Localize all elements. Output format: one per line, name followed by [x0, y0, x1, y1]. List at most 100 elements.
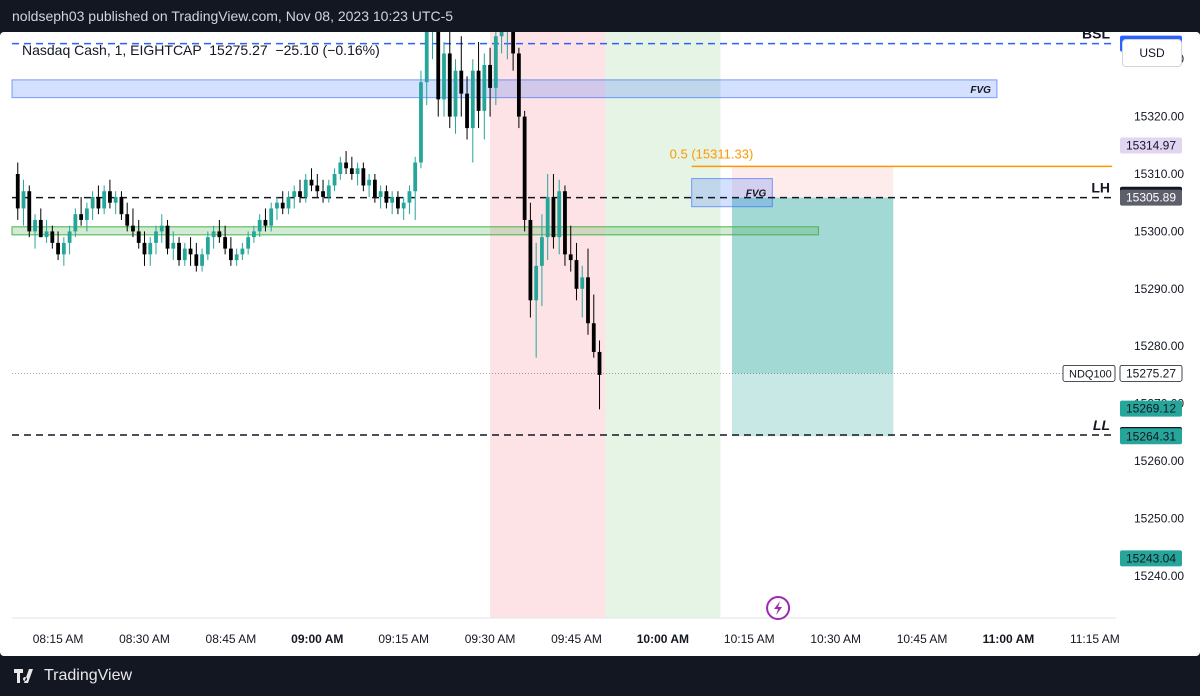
- candle-body-62[interactable]: [372, 179, 377, 197]
- candle-body-4[interactable]: [38, 219, 43, 238]
- candle-body-13[interactable]: [90, 196, 95, 209]
- candle-body-16[interactable]: [108, 191, 112, 203]
- candle-body-98[interactable]: [580, 277, 585, 289]
- candle-body-58[interactable]: [349, 168, 354, 174]
- candle-body-42[interactable]: [257, 219, 262, 232]
- candle-body-80[interactable]: [476, 70, 481, 111]
- candle-body-31[interactable]: [194, 254, 199, 266]
- candle-body-15[interactable]: [102, 191, 107, 209]
- candle-body-3[interactable]: [33, 219, 37, 232]
- candle-body-65[interactable]: [390, 196, 395, 203]
- candle-body-89[interactable]: [528, 219, 533, 301]
- candle-body-101[interactable]: [597, 351, 602, 375]
- candle-body-77[interactable]: [459, 70, 464, 94]
- candle-body-7[interactable]: [56, 242, 60, 255]
- candle-body-44[interactable]: [269, 208, 274, 226]
- candle-body-26[interactable]: [165, 225, 170, 249]
- fvg-zone-1[interactable]: [11, 79, 998, 99]
- candle-body-79[interactable]: [470, 70, 475, 129]
- candle-body-74[interactable]: [442, 53, 446, 100]
- candle-body-59[interactable]: [355, 168, 360, 174]
- chart-canvas[interactable]: FVGFVGPDHBSLLHLL0.5 (15311.33)15240.0015…: [0, 32, 1200, 656]
- candle-body-78[interactable]: [465, 93, 469, 129]
- candle-body-91[interactable]: [540, 237, 544, 266]
- candle-body-50[interactable]: [303, 179, 308, 197]
- candle-body-68[interactable]: [407, 191, 412, 203]
- candle-body-76[interactable]: [453, 70, 458, 117]
- candle-body-32[interactable]: [200, 254, 204, 266]
- candle-body-30[interactable]: [188, 248, 193, 255]
- candle-body-49[interactable]: [298, 191, 302, 197]
- candle-body-19[interactable]: [125, 214, 130, 226]
- candle-body-56[interactable]: [338, 162, 343, 174]
- candle-body-10[interactable]: [73, 214, 78, 232]
- candle-body-2[interactable]: [27, 191, 32, 232]
- candle-body-64[interactable]: [384, 191, 389, 203]
- candle-body-8[interactable]: [61, 242, 66, 255]
- candle-body-9[interactable]: [67, 231, 72, 243]
- candle-body-94[interactable]: [557, 191, 562, 238]
- candle-body-69[interactable]: [413, 162, 418, 192]
- candle-body-34[interactable]: [211, 231, 216, 238]
- candle-body-61[interactable]: [367, 179, 372, 186]
- fvg-zone-2[interactable]: [691, 178, 773, 208]
- candle-body-36[interactable]: [223, 237, 228, 249]
- candle-body-39[interactable]: [240, 248, 245, 255]
- candle-body-35[interactable]: [217, 231, 222, 238]
- candle-body-25[interactable]: [159, 225, 164, 232]
- tradingview-logo[interactable]: TradingView: [14, 667, 132, 685]
- candle-body-33[interactable]: [205, 237, 210, 255]
- candle-body-83[interactable]: [493, 36, 498, 88]
- candle-body-24[interactable]: [154, 231, 158, 243]
- candle-body-29[interactable]: [182, 248, 187, 261]
- support-zone[interactable]: [11, 226, 819, 236]
- candle-body-95[interactable]: [563, 191, 567, 255]
- candle-body-82[interactable]: [488, 64, 492, 88]
- candle-body-0[interactable]: [15, 174, 20, 209]
- candle-body-67[interactable]: [401, 202, 406, 209]
- candle-body-55[interactable]: [332, 174, 337, 186]
- candle-body-14[interactable]: [96, 196, 101, 209]
- candle-body-27[interactable]: [171, 242, 176, 249]
- candle-body-41[interactable]: [252, 231, 256, 238]
- position-stop-zone[interactable]: [732, 166, 894, 198]
- candle-body-17[interactable]: [113, 196, 118, 203]
- candle-body-22[interactable]: [142, 242, 147, 255]
- candle-body-53[interactable]: [321, 191, 325, 197]
- candle-body-86[interactable]: [511, 32, 516, 54]
- currency-button[interactable]: USD: [1122, 39, 1182, 67]
- chart-frame[interactable]: FVGFVGPDHBSLLHLL0.5 (15311.33)15240.0015…: [0, 32, 1200, 656]
- candle-body-43[interactable]: [263, 219, 268, 226]
- candle-body-90[interactable]: [534, 265, 539, 301]
- position-target-zone[interactable]: [732, 197, 894, 437]
- candle-body-21[interactable]: [136, 231, 141, 243]
- price-scale[interactable]: [1116, 32, 1200, 618]
- candle-body-70[interactable]: [419, 82, 423, 163]
- candle-body-75[interactable]: [447, 53, 452, 117]
- candle-body-45[interactable]: [275, 202, 279, 209]
- candle-body-81[interactable]: [482, 64, 487, 111]
- candle-body-97[interactable]: [574, 260, 579, 289]
- candle-body-73[interactable]: [436, 32, 441, 100]
- candle-body-40[interactable]: [246, 237, 251, 249]
- candle-body-96[interactable]: [568, 254, 573, 261]
- candle-body-60[interactable]: [361, 168, 366, 186]
- candle-body-28[interactable]: [177, 242, 181, 261]
- candle-body-1[interactable]: [21, 191, 26, 209]
- candle-body-71[interactable]: [424, 32, 429, 83]
- candle-body-47[interactable]: [286, 196, 291, 209]
- candle-body-63[interactable]: [378, 191, 383, 197]
- candle-body-20[interactable]: [131, 225, 135, 232]
- candle-body-52[interactable]: [315, 185, 320, 192]
- candle-body-87[interactable]: [516, 53, 521, 117]
- candle-body-12[interactable]: [84, 208, 89, 220]
- candle-body-88[interactable]: [522, 116, 527, 220]
- candle-body-6[interactable]: [50, 231, 55, 243]
- candle-body-84[interactable]: [499, 32, 504, 37]
- candle-body-92[interactable]: [545, 196, 550, 238]
- candle-body-11[interactable]: [79, 214, 84, 220]
- candle-body-51[interactable]: [309, 179, 314, 186]
- candle-body-57[interactable]: [344, 162, 348, 169]
- candle-body-38[interactable]: [234, 254, 239, 261]
- candle-body-66[interactable]: [396, 196, 400, 209]
